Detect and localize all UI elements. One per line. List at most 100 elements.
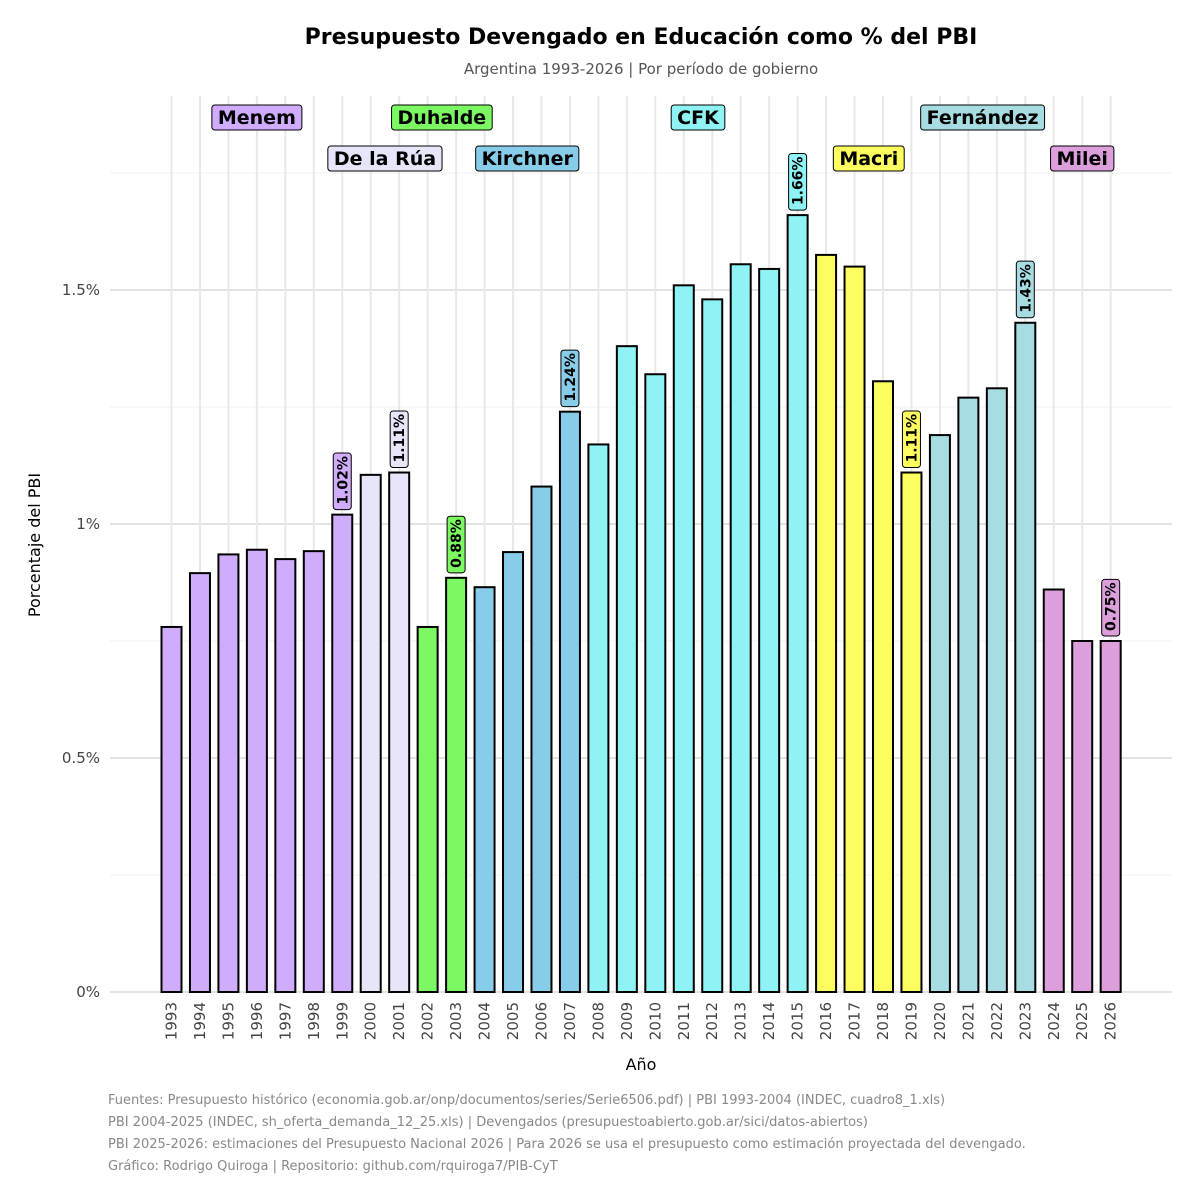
value-label-2026: 0.75% xyxy=(1101,578,1121,637)
x-tick-label: 1998 xyxy=(305,1002,323,1040)
x-tick-label: 2023 xyxy=(1016,1002,1034,1040)
value-label-2015: 1.66% xyxy=(788,153,808,211)
value-label-text: 1.11% xyxy=(392,414,408,463)
x-tick-label: 1994 xyxy=(191,1002,209,1040)
caption-line-2: PBI 2004-2025 (INDEC, sh_oferta_demanda_… xyxy=(108,1115,868,1130)
value-label-2019: 1.11% xyxy=(901,410,921,469)
bar-1998 xyxy=(302,550,325,993)
government-label-text: Macri xyxy=(839,148,898,170)
x-axis-label: Año xyxy=(626,1055,657,1074)
x-tick-label: 2011 xyxy=(675,1002,693,1040)
x-tick-label: 2024 xyxy=(1045,1002,1063,1040)
government-label-text: Fernández xyxy=(927,107,1039,129)
government-label-1: De la Rúa xyxy=(327,145,443,172)
government-label-box xyxy=(920,104,1046,131)
x-tick-label: 1993 xyxy=(163,1002,181,1040)
value-label-2001: 1.11% xyxy=(389,410,409,469)
x-tick-label: 2006 xyxy=(532,1002,550,1040)
x-tick-label: 2025 xyxy=(1073,1002,1091,1040)
bar-2011 xyxy=(672,284,695,993)
x-tick-label: 1997 xyxy=(276,1002,294,1040)
government-label-box xyxy=(832,145,905,172)
government-label-0: Menem xyxy=(211,104,303,131)
bar-1994 xyxy=(188,572,211,993)
value-label-2007: 1.24% xyxy=(560,349,580,408)
x-tick-label: 2012 xyxy=(703,1002,721,1040)
government-label-box xyxy=(1050,145,1115,172)
x-tick-labels: 1993 1994 1995 1996 1997 1998 1999 2000 2001 2002… xyxy=(163,1002,1120,1040)
x-tick-label: 2002 xyxy=(419,1002,437,1040)
value-label-box xyxy=(788,153,808,211)
x-tick-label: 2013 xyxy=(732,1002,750,1040)
bar-2017 xyxy=(843,265,866,994)
government-label-text: Milei xyxy=(1057,148,1108,170)
bar-2014 xyxy=(758,267,781,993)
bar-2020 xyxy=(928,434,951,993)
value-label-text: 1.24% xyxy=(563,353,579,402)
government-label-box xyxy=(327,145,443,172)
x-tick-label: 2019 xyxy=(902,1002,920,1040)
x-tick-label: 2000 xyxy=(362,1002,380,1040)
x-tick-label: 2017 xyxy=(846,1002,864,1040)
x-tick-label: 1995 xyxy=(219,1002,237,1040)
bar-2018 xyxy=(872,380,894,993)
government-label-text: De la Rúa xyxy=(334,148,436,170)
bar-2006 xyxy=(530,485,553,993)
value-label-box xyxy=(1015,260,1035,319)
x-tick-label: 1996 xyxy=(248,1002,266,1040)
x-tick-label: 2001 xyxy=(390,1002,408,1040)
bar-1995 xyxy=(217,553,240,993)
x-tick-label: 2008 xyxy=(589,1002,607,1040)
x-tick-label: 2004 xyxy=(476,1002,494,1040)
chart-title: Presupuesto Devengado en Educación como … xyxy=(305,25,978,50)
bar-2026 xyxy=(1099,640,1122,993)
bar-1999 xyxy=(331,513,354,993)
caption-line-1: Fuentes: Presupuesto histórico (economia… xyxy=(108,1093,945,1108)
bar-2013 xyxy=(729,263,752,993)
bar-2023 xyxy=(1014,321,1037,993)
government-label-5: Macri xyxy=(832,145,905,172)
bar-2003 xyxy=(445,576,468,993)
y-tick-label: 1.5% xyxy=(62,281,100,299)
bar-2007 xyxy=(558,410,581,993)
bar-2009 xyxy=(615,345,638,994)
bar-2002 xyxy=(416,625,439,994)
government-label-3: Kirchner xyxy=(475,145,580,172)
value-label-box xyxy=(1101,578,1121,637)
bar-2000 xyxy=(359,473,382,993)
bar-2012 xyxy=(701,298,724,993)
government-label-text: Menem xyxy=(218,107,296,129)
government-label-4: CFK xyxy=(670,104,726,131)
government-label-6: Fernández xyxy=(920,104,1046,131)
government-label-text: Duhalde xyxy=(398,107,487,129)
government-labels: Menem De la Rúa Duhalde Kirchner CFK Macri Fer… xyxy=(211,104,1115,172)
y-tick-label: 1% xyxy=(76,515,100,533)
x-tick-label: 2003 xyxy=(447,1002,465,1040)
y-tick-labels: 0% 0.5% 1% 1.5% xyxy=(62,281,100,1001)
value-label-text: 1.66% xyxy=(791,157,807,206)
y-axis-label: Porcentaje del PBI xyxy=(25,473,44,617)
government-label-2: Duhalde xyxy=(391,104,493,131)
government-label-box xyxy=(391,104,493,131)
bar-2025 xyxy=(1071,640,1094,993)
bar-2001 xyxy=(388,471,411,993)
chart-subtitle: Argentina 1993-2026 | Por período de gob… xyxy=(464,60,818,78)
bar-2008 xyxy=(587,443,610,993)
bar-2004 xyxy=(473,586,496,993)
y-tick-label: 0.5% xyxy=(62,749,100,767)
value-label-text: 0.88% xyxy=(449,519,465,568)
caption-line-4: Gráfico: Rodrigo Quiroga | Repositorio: … xyxy=(108,1159,558,1174)
value-label-text: 1.43% xyxy=(1018,264,1034,313)
value-label-box xyxy=(446,515,466,574)
bar-2019 xyxy=(900,471,923,993)
government-label-text: CFK xyxy=(677,107,720,129)
value-label-box xyxy=(560,349,580,408)
government-label-7: Milei xyxy=(1050,145,1115,172)
bar-2010 xyxy=(644,373,667,993)
value-label-box xyxy=(389,410,409,469)
bar-1996 xyxy=(245,548,268,993)
x-tick-label: 2022 xyxy=(988,1002,1006,1040)
x-tick-label: 2018 xyxy=(874,1002,892,1040)
value-labels: 1.02% 1.11% 0.88% 1.24% 1.66% 1.11% 1.43% 0.75% xyxy=(332,153,1121,637)
